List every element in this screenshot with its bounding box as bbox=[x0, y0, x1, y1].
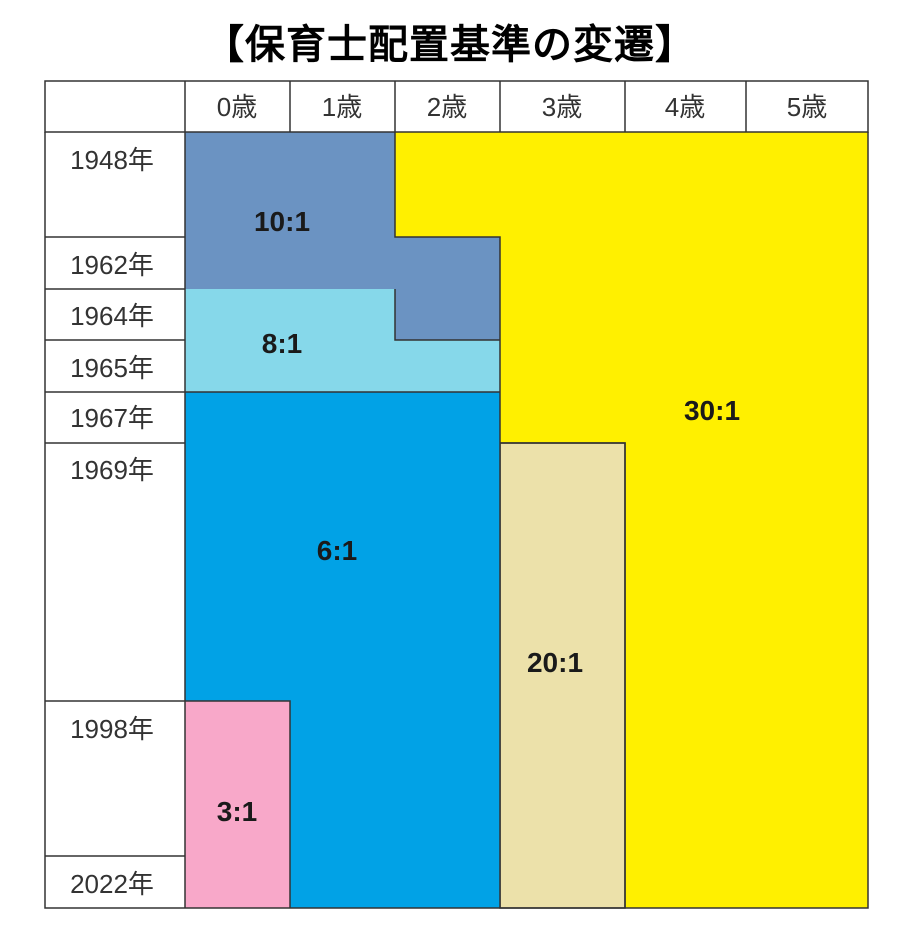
table-header-row bbox=[44, 80, 869, 133]
year-label-1967: 1967年 bbox=[70, 403, 154, 433]
ratio-label-30-1: 30:1 bbox=[684, 395, 740, 426]
age-header-5: 5歳 bbox=[787, 92, 827, 122]
year-label-1969: 1969年 bbox=[70, 455, 154, 485]
ratio-label-6-1: 6:1 bbox=[317, 535, 357, 566]
age-header-1: 1歳 bbox=[322, 92, 362, 122]
ratio-region-30-1 bbox=[395, 132, 868, 908]
ratio-label-8-1: 8:1 bbox=[262, 328, 302, 359]
ratio-region-8-1 bbox=[185, 289, 500, 392]
page-title: 【保育士配置基準の変遷】 bbox=[204, 22, 696, 68]
age-header-3: 3歳 bbox=[542, 92, 582, 122]
ratio-region-10-1 bbox=[185, 132, 500, 340]
region-borders bbox=[185, 132, 626, 908]
year-label-2022: 2022年 bbox=[70, 869, 154, 899]
year-column-grid bbox=[44, 132, 869, 909]
year-label-1948: 1948年 bbox=[70, 145, 154, 175]
age-header-4: 4歳 bbox=[665, 92, 705, 122]
age-header-2: 2歳 bbox=[427, 92, 467, 122]
ratio-label-3-1: 3:1 bbox=[217, 796, 257, 827]
age-header-0: 0歳 bbox=[217, 92, 257, 122]
year-label-1998: 1998年 bbox=[70, 714, 154, 744]
ratio-label-20-1: 20:1 bbox=[527, 647, 583, 678]
ratio-region-6-1 bbox=[185, 392, 500, 908]
year-label-1962: 1962年 bbox=[70, 250, 154, 280]
ratio-label-10-1: 10:1 bbox=[254, 206, 310, 237]
year-label-1965: 1965年 bbox=[70, 353, 154, 383]
ratio-region-3-1 bbox=[185, 701, 290, 908]
year-label-1964: 1964年 bbox=[70, 301, 154, 331]
ratio-region-20-1 bbox=[499, 442, 626, 909]
